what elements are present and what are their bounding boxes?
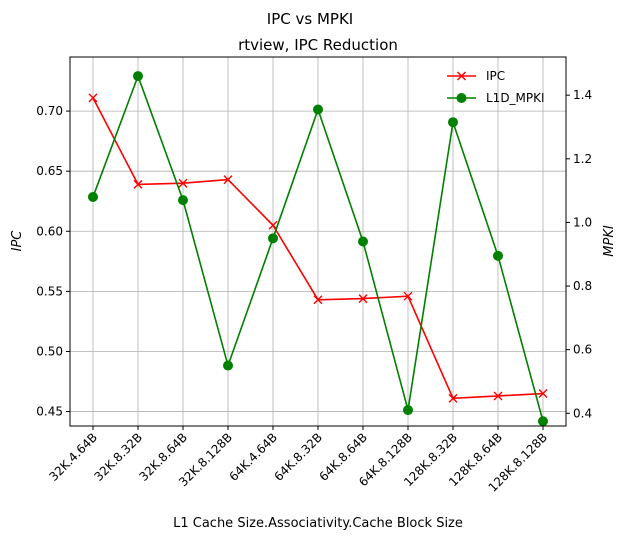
data-point — [133, 71, 143, 82]
data-point — [403, 291, 413, 301]
y-left-tick-label: 0.55 — [36, 284, 63, 298]
data-point — [493, 391, 503, 401]
data-point — [88, 191, 98, 202]
y-left-tick-label: 0.60 — [36, 224, 63, 238]
series-1 — [88, 71, 548, 427]
data-point — [178, 178, 188, 188]
data-point — [313, 104, 323, 115]
y-left-tick-label: 0.70 — [36, 104, 63, 118]
data-point — [448, 393, 458, 403]
data-point — [493, 250, 503, 261]
data-point — [178, 195, 188, 206]
y-axis-left-label: IPC — [10, 230, 25, 252]
legend-label: IPC — [486, 69, 505, 83]
y-right-tick-label: 1.2 — [573, 152, 592, 166]
data-point — [268, 220, 278, 230]
legend-marker — [456, 93, 467, 103]
legend-entry: IPC — [447, 69, 505, 83]
legend-label: L1D_MPKI — [486, 91, 545, 105]
y-right-tick-label: 0.6 — [573, 343, 592, 357]
series-0 — [88, 93, 548, 403]
data-point — [403, 405, 413, 416]
data-point — [358, 294, 368, 304]
data-point — [313, 295, 323, 305]
chart-suptitle: IPC vs MPKI — [267, 10, 353, 28]
y-right-tick-label: 1.4 — [573, 88, 592, 102]
data-point — [223, 175, 233, 185]
y-left-tick-label: 0.45 — [36, 405, 63, 419]
y-axis-left: 0.45 0.50 0.55 0.60 0.65 0.70 — [36, 104, 70, 419]
x-axis-label: L1 Cache Size.Associativity.Cache Block … — [173, 516, 463, 531]
chart-title: rtview, IPC Reduction — [238, 36, 398, 54]
data-point — [133, 179, 143, 189]
y-axis-right-label: MPKI — [602, 225, 617, 257]
legend-entry: L1D_MPKI — [447, 91, 545, 105]
series — [88, 71, 548, 427]
legend-marker — [457, 71, 466, 81]
data-point — [538, 389, 548, 399]
data-point — [538, 416, 548, 427]
y-axis-right: 0.4 0.6 0.8 1.0 1.2 1.4 — [566, 88, 592, 420]
y-left-tick-label: 0.50 — [36, 344, 63, 358]
data-point — [88, 93, 98, 103]
data-point — [268, 233, 278, 244]
y-left-tick-label: 0.65 — [36, 164, 63, 178]
data-point — [448, 117, 458, 128]
y-right-tick-label: 1.0 — [573, 215, 592, 229]
data-point — [223, 360, 233, 371]
legend: IPC L1D_MPKI — [447, 69, 545, 105]
y-right-tick-label: 0.8 — [573, 279, 592, 293]
y-right-tick-label: 0.4 — [573, 406, 592, 420]
data-point — [358, 236, 368, 247]
